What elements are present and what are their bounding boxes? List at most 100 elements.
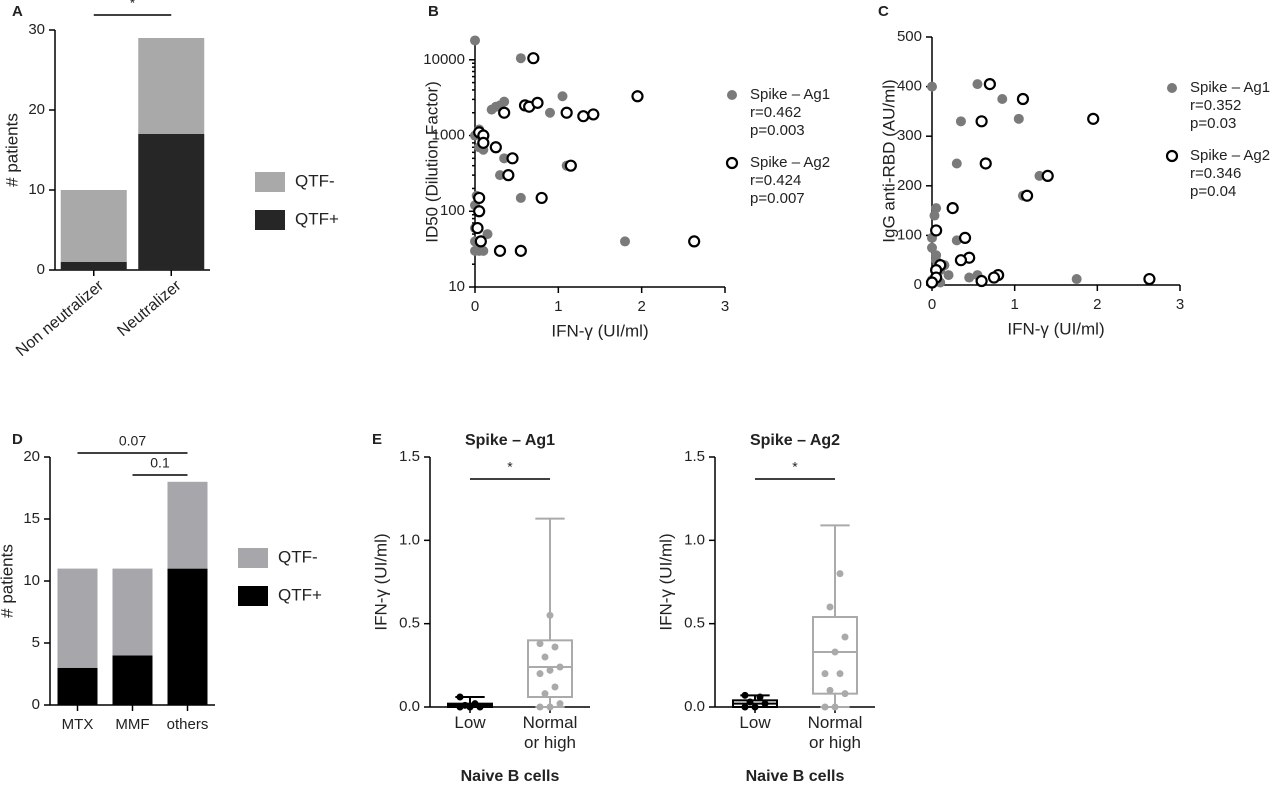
- scatter-point: [493, 244, 507, 257]
- scatter-point: [964, 272, 975, 283]
- x-tick-label: 1: [1010, 296, 1018, 313]
- legend-swatch: [238, 586, 268, 606]
- scatter-point: [471, 221, 484, 235]
- x-tick-label: 0: [471, 298, 479, 315]
- box-point: [536, 670, 544, 678]
- y-axis-label: ID50 (Dilution Factor): [422, 81, 441, 243]
- bar-segment: [60, 190, 127, 262]
- scatter-point: [930, 224, 943, 237]
- scatter-point: [535, 191, 548, 205]
- scatter-point: [478, 245, 489, 256]
- y-tick-label: 0: [32, 696, 40, 713]
- legend-label: Spike – Ag1: [1190, 79, 1270, 96]
- scatter-point: [1143, 272, 1156, 286]
- significance-label: *: [130, 0, 136, 11]
- box-point: [841, 690, 849, 698]
- y-axis-label: # patients: [0, 544, 16, 618]
- box-point: [546, 611, 554, 619]
- scatter-point: [477, 136, 490, 149]
- scatter-point: [975, 115, 988, 128]
- y-tick-label: 0: [914, 276, 922, 293]
- y-axis-label: IFN-γ (UI/ml): [371, 533, 390, 630]
- legend-marker: [727, 90, 737, 100]
- panel: B 10 100 1000 10000 ID50 (Dilution Factor) 0 1 2…: [422, 3, 830, 341]
- box-point: [541, 690, 549, 698]
- x-axis-label: Naive B cells: [746, 768, 845, 785]
- legend-stat: p=0.03: [1190, 115, 1236, 132]
- scatter-point: [498, 106, 511, 119]
- legend-swatch: [255, 172, 285, 192]
- y-tick-label: 200: [897, 177, 922, 194]
- scatter-point: [631, 90, 644, 103]
- y-tick-label: 10: [448, 278, 465, 295]
- box-point: [756, 693, 764, 701]
- x-tick-label: Normal or high: [807, 713, 863, 752]
- box-point: [471, 700, 479, 708]
- y-tick-label: 0.5: [399, 615, 420, 632]
- y-tick-label: 0.5: [684, 615, 705, 632]
- y-tick-label: 10: [23, 572, 40, 589]
- legend-swatch: [238, 548, 268, 568]
- significance-label: *: [507, 459, 513, 475]
- x-tick-label: 3: [721, 298, 729, 315]
- scatter-point: [527, 52, 540, 65]
- legend-marker: [1165, 149, 1179, 163]
- bar-segment: [60, 262, 127, 270]
- x-tick-label: Low: [739, 713, 771, 732]
- legend-stat: r=0.424: [750, 172, 801, 189]
- box-point: [746, 698, 754, 706]
- scatter-point: [515, 192, 526, 203]
- panel-label: E: [372, 431, 382, 448]
- box-point: [826, 603, 834, 611]
- scatter-point: [545, 107, 555, 118]
- box-point: [536, 703, 544, 711]
- y-tick-label: 0.0: [684, 698, 705, 715]
- x-tick-label: 2: [1093, 296, 1101, 313]
- scatter-point: [943, 270, 954, 281]
- chart-title: Spike – Ag1: [465, 432, 555, 449]
- scatter-point: [560, 106, 573, 119]
- panel: A 0 10 20 30 # patients Non neutralizer Neutral…: [2, 0, 339, 360]
- box-point: [841, 633, 849, 641]
- box-point: [836, 670, 844, 678]
- scatter-point: [929, 210, 940, 221]
- significance-label: 0.1: [150, 455, 170, 471]
- panel: E 0.0 0.5 1.0 1.5 IFN-γ (UI/ml) Spike – Ag1 Low…: [371, 431, 590, 785]
- scatter-point: [931, 203, 942, 214]
- box-point: [541, 653, 549, 661]
- bar-segment: [167, 481, 208, 569]
- panel-label: B: [428, 3, 439, 20]
- scatter-point: [515, 53, 526, 64]
- y-tick-label: 1.5: [684, 448, 705, 465]
- x-tick-label: Neutralizer: [114, 277, 185, 340]
- y-axis-label: IFN-γ (UI/ml): [656, 533, 675, 630]
- box-point: [831, 648, 839, 656]
- y-tick-label: 0: [37, 261, 45, 278]
- y-tick-label: 1000: [432, 127, 465, 144]
- scatter-point: [564, 159, 577, 172]
- scatter-point: [927, 81, 937, 92]
- legend-stat: r=0.462: [750, 104, 801, 121]
- y-tick-label: 15: [23, 510, 40, 527]
- box-point: [741, 703, 749, 711]
- x-tick-label-box: Low: [454, 713, 485, 732]
- panel: C 0 100 200 300 400 500 IgG anti-RBD (AU/ml) 0 1 2…: [878, 3, 1270, 339]
- bar-segment: [57, 667, 98, 705]
- legend-stat: r=0.352: [1190, 97, 1241, 114]
- scatter-point: [620, 236, 630, 247]
- box-point: [831, 703, 839, 711]
- box-point: [546, 666, 554, 674]
- box-point: [476, 703, 484, 711]
- scatter-point: [474, 235, 487, 248]
- y-tick-label: 10: [28, 181, 45, 198]
- scatter-point: [1013, 113, 1024, 124]
- y-tick-label: 100: [440, 202, 465, 219]
- y-tick-label: 20: [28, 101, 45, 118]
- scatter-point: [951, 158, 962, 169]
- legend-label: QTF-: [295, 171, 335, 190]
- panel: 0.0 0.5 1.0 1.5 IFN-γ (UI/ml) Spike – Ag2 Low N…: [656, 432, 875, 785]
- x-tick-label: others: [167, 716, 209, 733]
- x-tick-label: Non neutralizer: [13, 277, 108, 360]
- x-tick-label: 2: [637, 298, 645, 315]
- box-point: [551, 683, 559, 691]
